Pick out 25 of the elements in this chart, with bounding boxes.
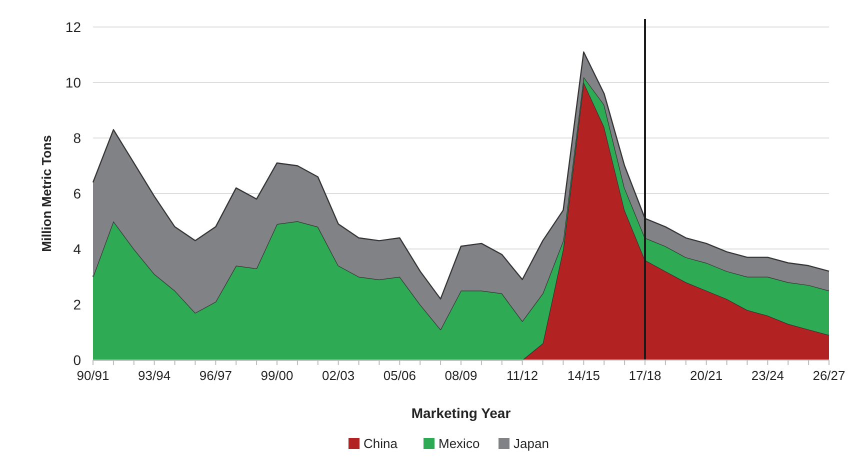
y-tick-label: 2 [73,296,82,312]
x-tick-label: 11/12 [506,368,538,383]
x-tick-label: 05/06 [383,368,416,383]
y-tick-label: 6 [73,186,82,202]
y-tick-label: 0 [73,352,82,368]
y-tick-label: 8 [73,130,82,146]
legend-label: Mexico [438,436,480,451]
x-tick-label: 23/24 [751,368,784,383]
x-tick-label: 14/15 [567,368,600,383]
x-tick-label: 90/91 [76,368,110,383]
x-tick-label: 08/09 [444,368,478,383]
y-tick-label: 10 [65,74,82,90]
x-tick-label: 02/03 [322,368,355,383]
x-tick-label: 99/00 [260,368,294,383]
x-axis-title: Marketing Year [411,405,512,421]
y-tick-label: 12 [65,19,82,35]
x-tick-label: 20/21 [690,368,723,383]
y-tick-label: 4 [73,241,82,257]
y-axis-title: Million Metric Tons [39,135,54,252]
legend-label: China [364,436,398,451]
x-tick-label: 96/97 [199,368,232,383]
x-tick-label: 17/18 [628,368,662,383]
legend-label: Japan [514,436,549,451]
x-tick-label: 93/94 [138,368,171,383]
x-tick-label: 26/27 [812,368,846,383]
